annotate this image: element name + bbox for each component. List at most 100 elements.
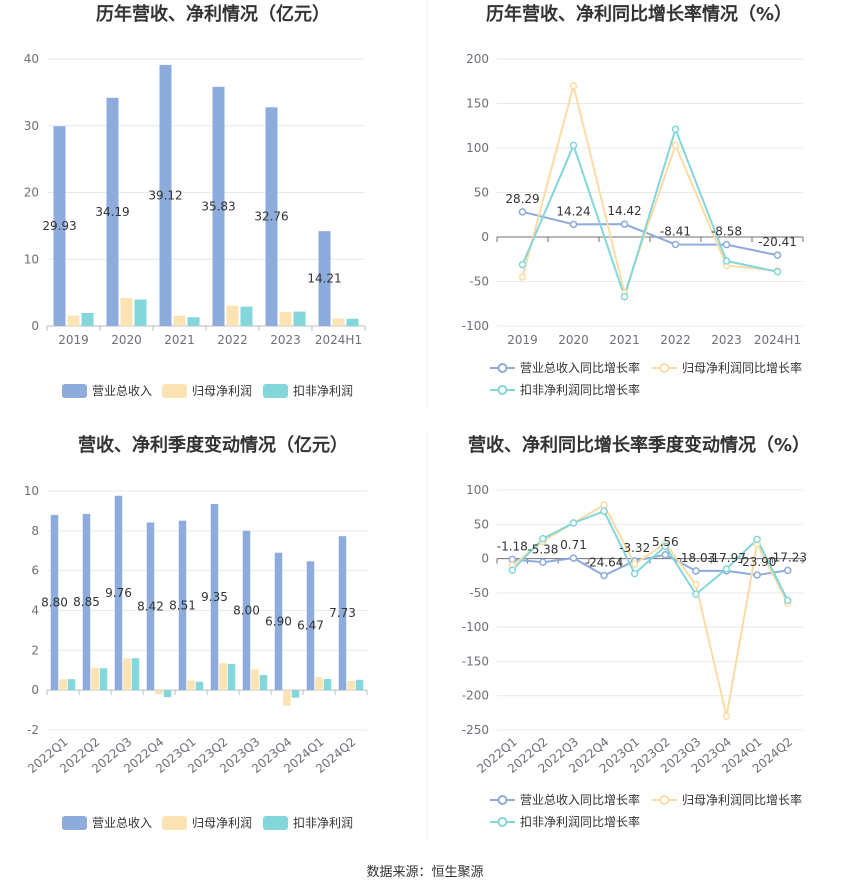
bar-deducted-net-profit-2022q3 [131,658,140,691]
legend-item-deducted-net-profit-growth[interactable]: 扣非净利润同比增长率 [490,382,640,397]
x-tick-label: 2020 [558,333,589,347]
series-line-deducted-net-profit-growth [511,509,789,601]
point-deducted-net-profit-growth-2021 [620,292,629,301]
data-label: -8.41 [660,224,691,238]
point-net-profit-growth-2019 [518,273,527,281]
plot-area: -202468102022Q12022Q22022Q32022Q42023Q12… [24,484,368,776]
x-tick-label: 2024H1 [315,333,362,347]
y-tick-label: -100 [462,319,489,333]
legend-item-net-profit[interactable]: 归母净利润 [162,816,252,830]
legend-marker [497,817,508,827]
legend-label: 归母净利润同比增长率 [682,360,802,375]
legend-item-revenue[interactable]: 营业总收入 [62,816,152,830]
legend-swatch [62,384,87,398]
bar-revenue-2024q1 [306,561,315,691]
y-tick-label: 10 [24,484,39,498]
legend-item-net-profit-growth[interactable]: 归母净利润同比增长率 [652,360,802,375]
legend-marker [659,363,670,373]
point-net-profit-growth-2020 [569,81,578,90]
legend-swatch [162,384,187,398]
y-tick-label: -50 [469,586,489,600]
data-label: 39.12 [148,188,182,202]
point-revenue-growth-2022q4 [600,571,608,580]
y-tick-label: 6 [31,564,39,578]
legend-item-deducted-net-profit[interactable]: 扣非净利润 [263,384,353,398]
data-label: 14.42 [607,204,641,218]
series-line-deducted-net-profit-growth [521,126,778,300]
legend-label: 归母净利润 [192,816,252,830]
legend-label: 归母净利润 [192,384,252,398]
legend-item-revenue[interactable]: 营业总收入 [62,384,152,398]
chart-title: 营收、净利季度变动情况（亿元） [78,434,348,456]
bar-net-profit-2024h1 [332,318,345,326]
legend-swatch [62,816,87,830]
legend-label: 营业总收入同比增长率 [520,792,640,807]
point-revenue-growth-2024h1 [773,251,782,259]
data-label: -24.64 [585,555,624,569]
bar-revenue-2023q1 [178,520,187,691]
series-line-revenue-growth [522,210,778,257]
legend-item-deducted-net-profit[interactable]: 扣非净利润 [263,816,353,830]
chart-panel-quarterly-growth-rates: 营收、净利同比增长率季度变动情况（%） -250 -200 -150 -100 -50 0… [462,434,810,829]
legend-item-revenue-growth[interactable]: 营业总收入同比增长率 [490,792,640,807]
legend-item-net-profit-growth[interactable]: 归母净利润同比增长率 [652,792,802,807]
point-revenue-growth-2023q2 [661,551,670,559]
bar-revenue-2023 [265,107,278,327]
point-net-profit-growth-2022 [671,141,680,150]
bar-deducted-net-profit-2022q2 [99,668,108,691]
y-tick-label: 0 [481,230,489,244]
point-net-profit-growth-2023q3 [692,580,700,589]
legend-item-net-profit[interactable]: 归母净利润 [162,384,252,398]
data-label: 8.42 [137,599,164,613]
point-deducted-net-profit-growth-2022q2 [539,534,547,543]
data-label: 14.24 [556,204,590,218]
bar-deducted-net-profit-2023q4 [291,690,300,698]
y-tick-label: 40 [24,52,39,66]
legend-label: 归母净利润同比增长率 [682,792,802,807]
legend: 营业总收入 归母净利润 扣非净利润 [62,816,353,830]
data-label: 5.56 [652,535,679,549]
point-deducted-net-profit-growth-2023q2 [661,542,670,550]
point-revenue-growth-2022q2 [539,558,547,567]
bar-net-profit-2022q4 [155,690,163,695]
data-label: 9.76 [105,586,132,600]
y-tick-label: 150 [466,97,489,111]
bar-deducted-net-profit-2020 [134,299,147,326]
legend: 营业总收入同比增长率 归母净利润同比增长率 扣非净利润同比增长率 [490,360,802,397]
bar-deducted-net-profit-2024h1 [346,318,359,326]
legend-marker [659,795,670,805]
point-deducted-net-profit-growth-2019 [518,260,527,269]
chart-panel-annual-revenue-profit: 历年营收、净利情况（亿元） 0 10 20 30 40 2019 2020 2021 2022 2… [24,3,366,398]
data-label: -8.58 [711,225,742,239]
y-tick-label: 10 [24,252,39,266]
x-tick-label: 2023 [270,333,301,347]
data-label: 8.80 [41,596,68,610]
bar-deducted-net-profit-2019 [81,312,94,326]
bar-net-profit-2023 [279,312,292,326]
chart-title: 历年营收、净利同比增长率情况（%） [486,3,792,25]
plot-area: -250-200-150-100-500501002022Q12022Q2202… [462,483,807,776]
data-label: 28.29 [505,192,539,206]
data-source-note: 数据来源：恒生聚源 [366,865,483,880]
bar-deducted-net-profit-2022 [240,306,253,326]
point-revenue-growth-2022q1 [508,555,517,564]
data-label: -20.41 [758,235,797,249]
legend-item-deducted-net-profit-growth[interactable]: 扣非净利润同比增长率 [490,814,640,829]
point-revenue-growth-2022 [671,240,680,249]
bar-revenue-2022q2 [82,513,91,691]
chart-panel-annual-growth-rates: 历年营收、净利同比增长率情况（%） -100 -50 0 50 100 150 200 201… [462,3,804,397]
legend-item-revenue-growth[interactable]: 营业总收入同比增长率 [490,360,640,375]
x-tick-label: 2022 [217,333,248,347]
data-label: 6.47 [297,619,324,633]
bar-net-profit-2019 [67,315,80,326]
bar-deducted-net-profit-2021 [187,317,200,326]
data-label: 8.85 [73,595,100,609]
legend-marker [497,795,508,805]
bar-net-profit-2023q1 [187,680,195,691]
x-tick-label: 2021 [164,333,195,347]
data-label: -17.23 [768,550,807,564]
y-tick-label: -50 [469,275,489,289]
point-net-profit-growth-2022q4 [600,501,608,509]
x-tick-label: 2019 [507,333,538,347]
